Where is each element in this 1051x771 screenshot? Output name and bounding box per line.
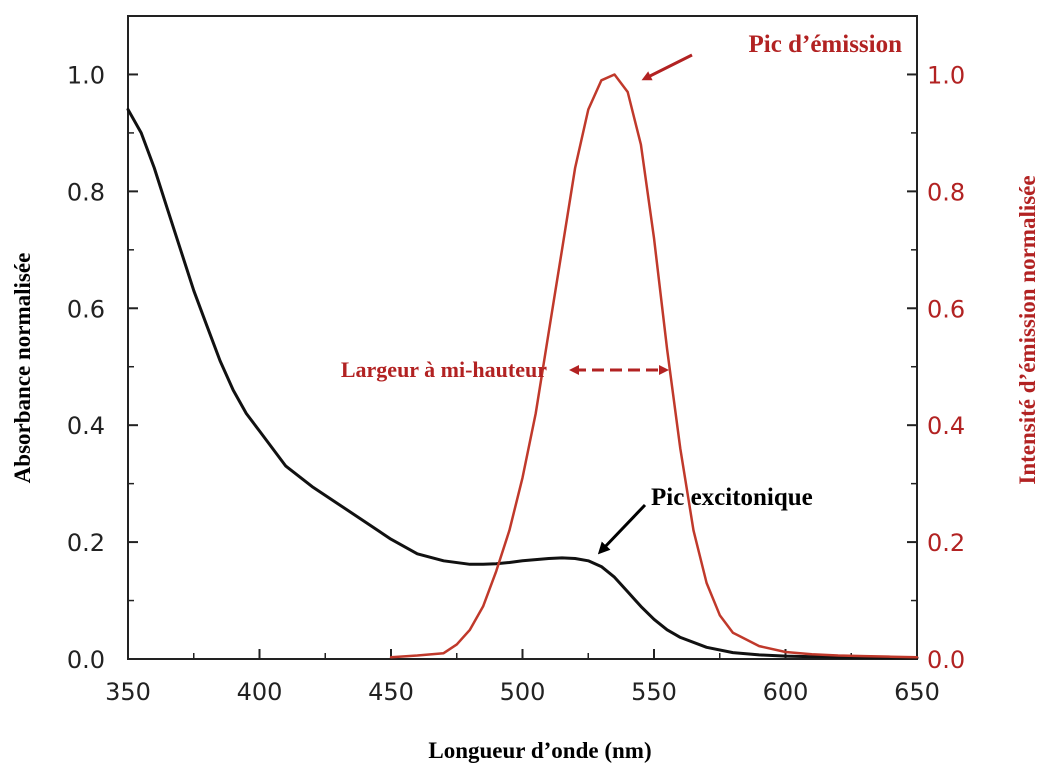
x-tick-label: 350 — [105, 678, 151, 706]
x-tick-label: 450 — [368, 678, 414, 706]
annotation-emission-peak-arrow — [641, 53, 693, 81]
y-left-axis-title: Absorbance normalisée — [10, 253, 35, 484]
plot-frame — [127, 15, 918, 660]
y-left-tick-label: 0.2 — [67, 529, 105, 557]
annotation-excitonic-peak-arrow — [597, 503, 647, 555]
y-left-tick-label: 0.4 — [67, 412, 105, 440]
y-right-axis-title: Intensité d’émission normalisée — [1015, 175, 1040, 484]
y-left-axis-ticks: 0.0 0.2 0.4 0.6 0.8 1.0 — [67, 15, 138, 674]
y-left-tick-label: 1.0 — [67, 61, 105, 89]
x-tick-label: 400 — [237, 678, 283, 706]
annotation-emission-peak: Pic d’émission — [749, 31, 903, 58]
y-left-tick-label: 0.6 — [67, 295, 105, 323]
y-right-tick-label: 0.8 — [927, 178, 965, 206]
annotation-excitonic-peak: Pic excitonique — [651, 484, 813, 511]
y-right-axis-ticks: 0.0 0.2 0.4 0.6 0.8 1.0 — [907, 15, 965, 674]
x-axis-ticks: 350 400 450 500 550 600 650 — [105, 649, 940, 706]
x-axis-title: Longueur d’onde (nm) — [428, 738, 651, 763]
x-tick-label: 650 — [894, 678, 940, 706]
x-tick-label: 600 — [763, 678, 809, 706]
y-right-tick-label: 0.6 — [927, 295, 965, 323]
absorbance-series-line — [126, 108, 919, 660]
y-left-tick-label: 0.8 — [67, 178, 105, 206]
y-right-tick-label: 1.0 — [927, 61, 965, 89]
y-right-tick-label: 0.0 — [927, 646, 965, 674]
x-tick-label: 500 — [500, 678, 546, 706]
y-left-tick-label: 0.0 — [67, 646, 105, 674]
series-layer — [126, 73, 919, 660]
x-tick-label: 550 — [631, 678, 677, 706]
y-right-tick-label: 0.2 — [927, 529, 965, 557]
y-right-tick-label: 0.4 — [927, 412, 965, 440]
emission-series-line — [389, 73, 919, 659]
annotation-fwhm: Largeur à mi-hauteur — [341, 357, 547, 382]
